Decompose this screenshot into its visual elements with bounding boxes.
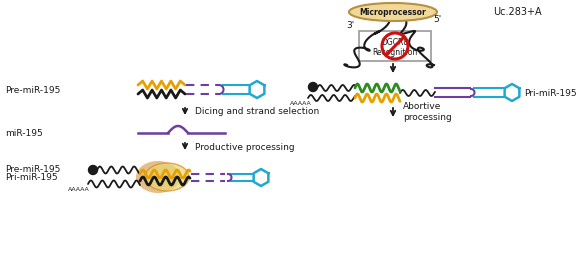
Text: AAAAA: AAAAA [290, 101, 312, 106]
Text: miR-195: miR-195 [5, 128, 42, 138]
Text: Productive processing: Productive processing [195, 142, 294, 152]
FancyBboxPatch shape [359, 31, 431, 61]
Ellipse shape [145, 163, 189, 191]
Ellipse shape [136, 161, 180, 193]
Text: 5': 5' [433, 15, 441, 24]
Text: AAAAA: AAAAA [68, 187, 90, 192]
Text: Pre-miR-195: Pre-miR-195 [5, 165, 61, 173]
Text: Microprocessor: Microprocessor [360, 8, 427, 16]
Text: Recognition: Recognition [372, 48, 418, 56]
Text: DGCR8: DGCR8 [381, 37, 409, 47]
Text: Pre-miR-195: Pre-miR-195 [5, 86, 61, 94]
Text: Uc.283+A: Uc.283+A [493, 7, 542, 17]
Circle shape [308, 82, 318, 92]
Text: Pri-miR-195: Pri-miR-195 [524, 88, 577, 98]
Circle shape [88, 166, 98, 174]
Ellipse shape [349, 3, 437, 21]
Text: Abortive
processing: Abortive processing [403, 102, 452, 122]
Text: 3': 3' [346, 21, 354, 30]
Text: Pri-miR-195: Pri-miR-195 [5, 172, 58, 181]
Text: Dicing and strand selection: Dicing and strand selection [195, 107, 320, 115]
